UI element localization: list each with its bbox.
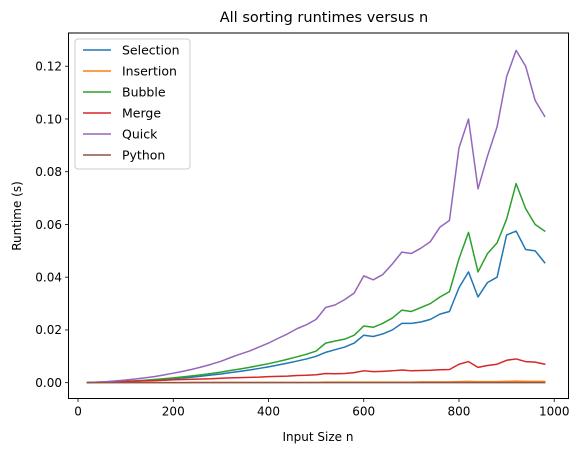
y-tick-label: 0.06 [35, 218, 62, 232]
x-tick-label: 400 [257, 405, 280, 419]
y-tick-label: 0.04 [35, 270, 62, 284]
y-tick-label: 0.12 [35, 60, 62, 74]
x-tick-label: 800 [448, 405, 471, 419]
x-tick-label: 600 [352, 405, 375, 419]
y-axis-label: Runtime (s) [10, 181, 24, 251]
series-line-quick [86, 49, 546, 384]
x-axis-ticks: 0 200 400 600 800 1000 [74, 398, 570, 419]
chart-title: All sorting runtimes versus n [220, 10, 429, 26]
y-tick-label: 0.00 [35, 376, 62, 390]
legend-items: Selection Insertion Bubble Merge Quick Python [83, 43, 180, 163]
x-tick-label: 1000 [539, 405, 570, 419]
legend-label-quick: Quick [122, 127, 158, 142]
legend: Selection Insertion Bubble Merge Quick Python [74, 38, 191, 170]
series-line-selection [86, 230, 546, 384]
y-tick-label: 0.10 [35, 112, 62, 126]
plot-lines [86, 49, 546, 384]
x-axis-label: Input Size n [283, 430, 354, 444]
plot-frame [68, 32, 569, 399]
x-tick-label: 200 [162, 405, 185, 419]
series-line-merge [86, 358, 546, 384]
legend-label-python: Python [122, 148, 165, 163]
y-tick-label: 0.08 [35, 165, 62, 179]
legend-label-merge: Merge [122, 106, 161, 121]
series-line-bubble [86, 182, 546, 384]
x-tick-label: 0 [74, 405, 82, 419]
legend-label-selection: Selection [122, 43, 180, 58]
legend-label-insertion: Insertion [122, 64, 177, 79]
y-axis-ticks: 0.00 0.02 0.04 0.06 0.08 0.10 0.12 [35, 60, 69, 390]
legend-label-bubble: Bubble [122, 85, 166, 100]
y-tick-label: 0.02 [35, 323, 62, 337]
